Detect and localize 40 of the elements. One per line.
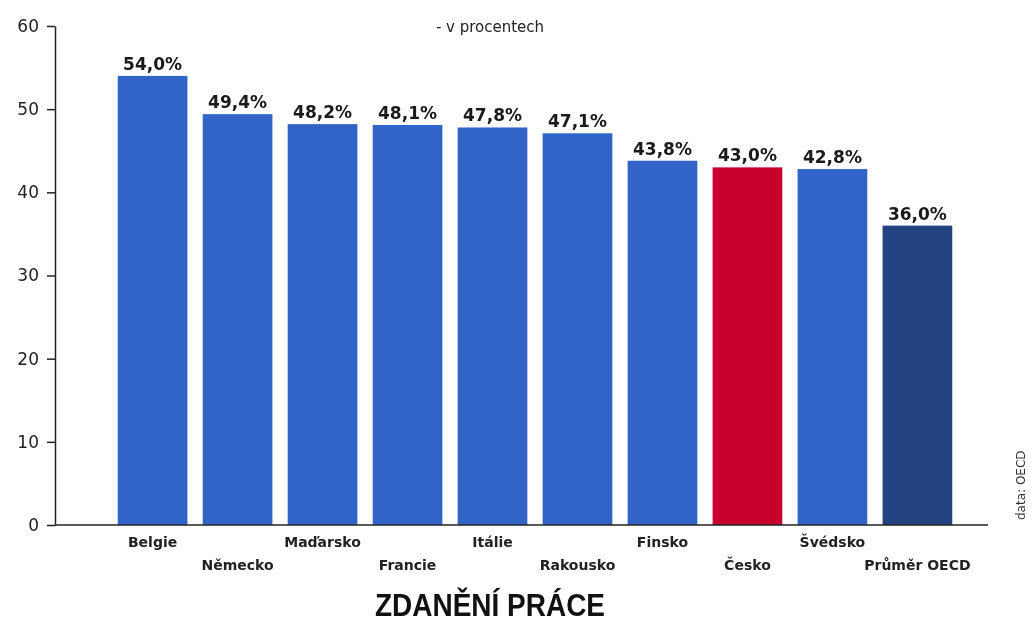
y-tick-label: 0	[28, 514, 39, 535]
bar	[117, 75, 188, 525]
bar	[712, 167, 783, 525]
y-tick-label: 60	[17, 15, 39, 36]
bar	[202, 114, 273, 525]
text: data: OECD	[1014, 450, 1028, 520]
y-tick-label: 30	[17, 265, 39, 286]
bar	[882, 225, 953, 525]
data-label: 36,0%	[887, 203, 947, 224]
x-tick-label: Finsko	[636, 534, 689, 550]
data-label: 48,2%	[293, 102, 353, 123]
bar	[372, 124, 443, 525]
x-tick-label: Maďarsko	[284, 534, 362, 550]
chart-subtitle: - v procentech	[435, 18, 545, 36]
bar	[542, 133, 613, 525]
data-label: 48,1%	[378, 102, 438, 123]
data-label: 47,1%	[548, 111, 607, 132]
x-tick-label: Německo	[201, 557, 275, 573]
x-tick-label: Rakousko	[539, 557, 616, 573]
data-label: 47,8%	[463, 105, 522, 126]
x-tick-label: Česko	[724, 556, 772, 573]
y-tick-label: 20	[17, 348, 39, 369]
y-tick-label: 40	[17, 182, 39, 203]
x-tick-label: Francie	[378, 557, 437, 573]
y-tick-label: 50	[17, 99, 39, 120]
bar	[627, 160, 698, 525]
x-tick-label: Itálie	[472, 534, 513, 550]
data-label: 42,8%	[802, 147, 862, 168]
text: ZDANĚNÍ PRÁCE	[374, 587, 606, 623]
data-label: 43,0%	[717, 145, 777, 166]
bar	[457, 127, 528, 525]
bar	[287, 124, 358, 525]
x-tick-label: Průměr OECD	[864, 557, 971, 573]
data-label: 54,0%	[123, 53, 183, 74]
data-label: 43,8%	[632, 138, 692, 159]
bar	[797, 169, 868, 525]
x-tick-label: Belgie	[127, 534, 178, 550]
y-tick-label: 10	[17, 431, 39, 452]
data-label: 49,4%	[208, 92, 268, 113]
x-tick-label: Švédsko	[799, 533, 866, 550]
